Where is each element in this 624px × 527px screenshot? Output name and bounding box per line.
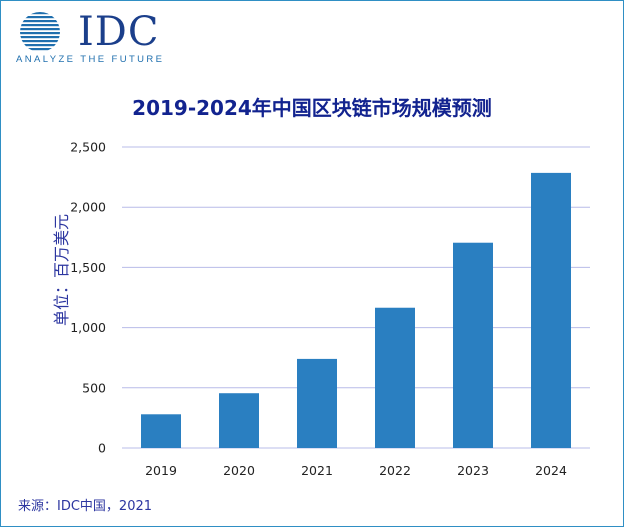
x-tick-labels: 2019 2020 2021 2022 2023 2024	[145, 463, 567, 478]
chart-title: 2019-2024年中国区块链市场规模预测	[132, 96, 492, 120]
logo-tagline: ANALYZE THE FUTURE	[16, 54, 165, 65]
bar-2021	[297, 358, 337, 448]
bar-2024	[531, 172, 571, 449]
bar-2022	[375, 307, 415, 448]
x-tick-label: 2024	[535, 463, 567, 478]
logo-wordmark: IDC	[78, 9, 160, 55]
gridlines	[122, 146, 590, 449]
idc-logo: IDC ANALYZE THE FUTURE	[16, 8, 166, 68]
x-tick-label: 2022	[379, 463, 411, 478]
y-tick-label: 0	[98, 441, 106, 456]
x-tick-label: 2021	[301, 463, 333, 478]
x-tick-label: 2020	[223, 463, 255, 478]
x-tick-label: 2019	[145, 463, 177, 478]
y-tick-label: 2,000	[70, 200, 106, 215]
bars	[141, 172, 571, 449]
y-tick-label: 1,500	[70, 260, 106, 275]
y-tick-label: 500	[82, 380, 106, 395]
y-tick-label: 1,000	[70, 320, 106, 335]
bar-2023	[453, 242, 493, 448]
y-tick-labels: 0 500 1,000 1,500 2,000 2,500	[70, 140, 106, 456]
bar-2020	[219, 393, 259, 448]
bar-2019	[141, 414, 181, 448]
globe-icon	[20, 12, 60, 51]
y-tick-label: 2,500	[70, 140, 106, 155]
x-tick-label: 2023	[457, 463, 489, 478]
source-note: 来源：IDC中国，2021	[18, 499, 153, 514]
